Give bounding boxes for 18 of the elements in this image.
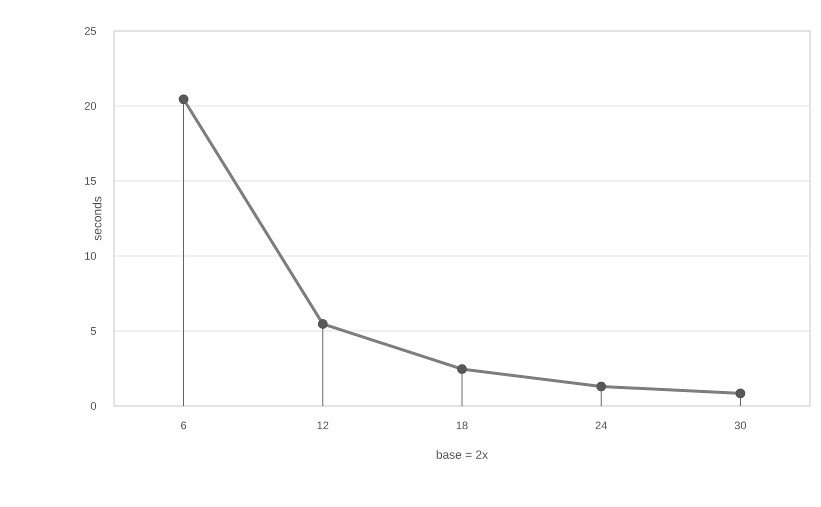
point bbox=[318, 319, 328, 329]
x-tick-label: 12 bbox=[318, 422, 328, 430]
x-axis-title: base = 2x bbox=[436, 450, 488, 459]
point bbox=[735, 388, 746, 398]
x-tick-label: 30 bbox=[734, 422, 746, 430]
y-tick-label: 5 bbox=[90, 327, 96, 335]
y-tick-label: 20 bbox=[84, 102, 96, 110]
x-tick-label: 24 bbox=[596, 422, 607, 430]
y-tick-label: 25 bbox=[84, 27, 96, 35]
point bbox=[596, 382, 606, 392]
y-tick-label: 0 bbox=[90, 402, 96, 410]
x-tick-label: 18 bbox=[456, 422, 468, 430]
point bbox=[178, 94, 189, 104]
x-tick-label: 6 bbox=[181, 422, 186, 430]
y-tick-label: 10 bbox=[85, 252, 96, 260]
y-axis-title: seconds bbox=[92, 196, 102, 240]
point bbox=[457, 364, 467, 374]
y-tick-label: 15 bbox=[85, 177, 96, 185]
